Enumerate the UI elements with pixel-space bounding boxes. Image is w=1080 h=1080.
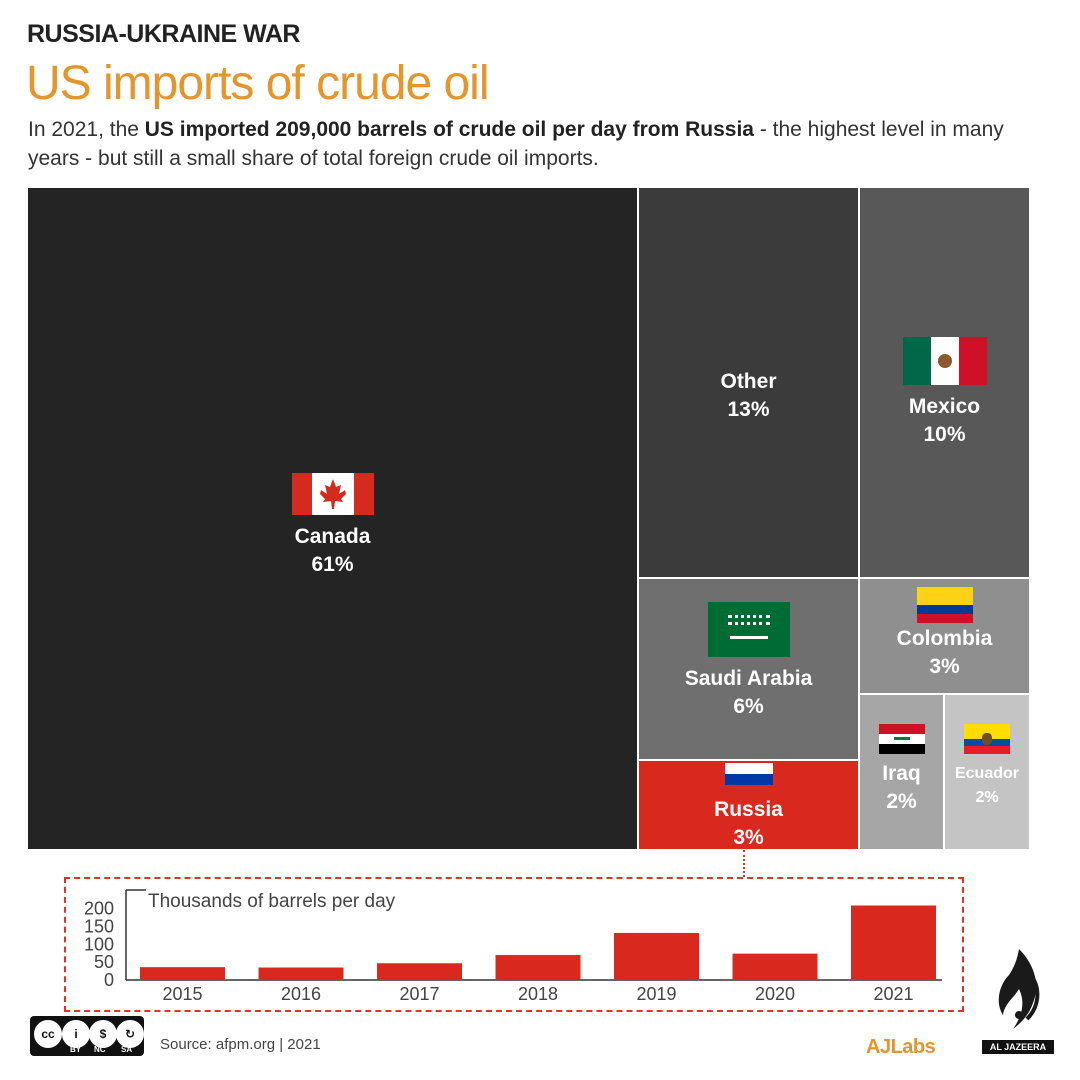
x-tick-label: 2015 [162,984,202,1004]
coat-of-arms-icon [937,354,952,368]
kicker: RUSSIA-UKRAINE WAR [27,20,300,48]
y-tick-label: 100 [84,934,114,954]
russia-flag [724,763,773,796]
bar-2019 [614,932,699,980]
y-tick-label: 200 [84,899,114,919]
treemap-label-canada: Canada [294,525,371,548]
x-tick-label: 2019 [636,984,676,1004]
x-tick-label: 2016 [281,984,321,1004]
treemap-cell-ecuador: Ecuador 2% [944,694,1030,850]
treemap-label-russia: Russia [714,798,783,821]
coat-of-arms-icon [982,733,992,745]
saudi-arabia-flag [707,602,790,657]
x-tick-label: 2020 [755,984,795,1004]
treemap-cell-mexico: Mexico 10% [859,187,1030,578]
bar-2016 [258,967,344,980]
bar-2017 [377,963,462,980]
treemap-label-colombia: Colombia [896,627,993,650]
connector-line [743,850,745,877]
bar-2018 [495,955,581,980]
subtitle-text: In 2021, the [28,118,145,141]
subtitle-highlight: US imported 209,000 barrels of crude oil… [144,118,754,141]
y-tick-label: 150 [84,917,114,937]
canada-flag [291,473,374,515]
treemap-cell-canada: Canada 61% [27,187,638,850]
sa-icon: ↻ [116,1020,144,1048]
bar-chart-title: Thousands of barrels per day [148,891,396,912]
license-by: BY [70,1045,82,1054]
bar-2020 [732,953,818,980]
license-nc: NC [94,1045,106,1054]
treemap-label-other: Other [720,370,777,393]
ajlabs-logo: AJLabs [866,1036,936,1058]
colombia-flag [916,587,973,623]
treemap: Canada 61% Other 13% Mexico 10% [27,187,1030,850]
treemap-value-other: 13% [727,398,770,421]
bar-2021 [851,905,936,980]
y-tick-label: 0 [104,970,114,990]
treemap-cell-saudi-arabia: Saudi Arabia 6% [638,578,859,760]
maple-leaf-icon [319,479,346,509]
x-tick-label: 2021 [873,984,913,1004]
treemap-label-mexico: Mexico [908,395,981,418]
al-jazeera-logo-icon [998,949,1040,1029]
treemap-cell-colombia: Colombia 3% [859,578,1030,694]
bar-chart-frame [64,877,964,1012]
takbir-icon [893,737,910,740]
treemap-label-ecuador: Ecuador [954,765,1019,782]
subtitle-text-end: - the highest level in many years - but … [28,118,1004,170]
mexico-flag [902,337,987,385]
treemap-value-russia: 3% [733,826,764,849]
treemap-value-saudi-arabia: 6% [733,695,764,718]
treemap-value-iraq: 2% [886,790,917,813]
sword-icon [729,636,768,639]
bar-chart: Thousands of barrels per day 200150100500… [84,889,942,1004]
ecuador-flag [964,724,1010,754]
treemap-label-iraq: Iraq [882,762,921,785]
nc-icon: $ [89,1020,117,1048]
treemap-label-saudi-arabia: Saudi Arabia [684,667,813,690]
bar-2015 [140,967,225,980]
creative-commons-badge: cc i $ ↻ BY NC SA [30,1016,144,1056]
treemap-cell-russia: Russia 3% [638,760,859,850]
subtitle: In 2021, the US imported 209,000 barrels… [28,115,1058,173]
x-tick-label: 2017 [399,984,439,1004]
shahada-icon [727,615,770,625]
source-note: Source: afpm.org | 2021 [160,1036,321,1053]
treemap-cell-other: Other 13% [638,187,859,578]
page-title: US imports of crude oil [26,57,490,110]
by-icon: i [62,1020,90,1048]
x-tick-label: 2018 [518,984,558,1004]
license-sa: SA [121,1045,133,1054]
treemap-value-canada: 61% [311,553,354,576]
treemap-value-colombia: 3% [929,655,960,678]
iraq-flag [878,724,925,754]
y-tick-label: 50 [94,952,114,972]
cc-icon: cc [34,1020,62,1048]
treemap-cell-iraq: Iraq 2% [859,694,944,850]
treemap-value-ecuador: 2% [975,789,999,806]
al-jazeera-wordmark: AL JAZEERA [982,1040,1054,1054]
treemap-value-mexico: 10% [923,423,966,446]
